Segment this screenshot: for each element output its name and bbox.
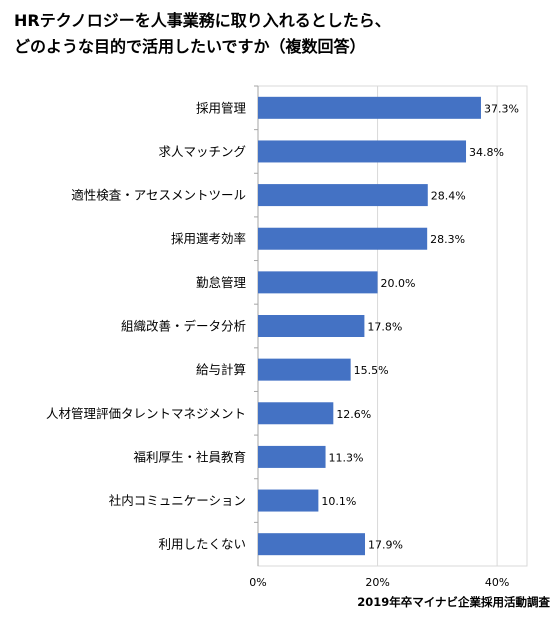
bar [258, 96, 481, 119]
bar [258, 533, 366, 556]
category-label: 採用管理 [196, 100, 247, 115]
source-note: 2019年卒マイナビ企業採用活動調査 [357, 595, 550, 609]
category-label: 給与計算 [196, 362, 246, 377]
category-label: 利用したくない [158, 537, 246, 552]
bar [258, 184, 428, 207]
category-label: 勤怠管理 [196, 275, 247, 290]
category-label: 組織改善・データ分析 [121, 319, 246, 334]
chart-title-line-2: どのような目的で活用したいですか（複数回答） [14, 37, 366, 56]
data-label: 17.8% [367, 321, 402, 334]
bar [258, 445, 326, 468]
bar [258, 489, 319, 512]
bar [258, 358, 351, 381]
data-label: 37.3% [484, 102, 519, 115]
x-tick-label: 0% [249, 576, 266, 589]
data-label: 15.5% [354, 364, 389, 377]
data-label: 28.3% [430, 233, 465, 246]
bar [258, 140, 467, 163]
data-label: 17.9% [368, 539, 403, 552]
data-label: 11.3% [329, 451, 364, 464]
bar [258, 271, 378, 294]
category-label: 求人マッチング [158, 144, 246, 159]
x-tick-label: 20% [365, 576, 389, 589]
x-tick-label: 40% [485, 576, 509, 589]
category-label: 適性検査・アセスメントツール [71, 188, 246, 203]
bar [258, 402, 334, 425]
chart-title-line-1: HRテクノロジーを人事業務に取り入れるとしたら、 [14, 11, 391, 30]
category-label: 人材管理評価タレントマネジメント [46, 406, 246, 421]
category-label: 採用選考効率 [171, 231, 246, 246]
chart-title: HRテクノロジーを人事業務に取り入れるとしたら、 どのような目的で活用したいです… [14, 8, 554, 60]
data-label: 28.4% [431, 190, 466, 203]
category-label: 福利厚生・社員教育 [133, 449, 246, 464]
bar [258, 315, 365, 337]
data-label: 12.6% [336, 408, 371, 421]
data-label: 20.0% [381, 277, 416, 290]
data-label: 10.1% [321, 495, 356, 508]
bar [258, 227, 428, 250]
category-label: 社内コミュニケーション [109, 493, 246, 508]
data-label: 34.8% [469, 146, 504, 159]
